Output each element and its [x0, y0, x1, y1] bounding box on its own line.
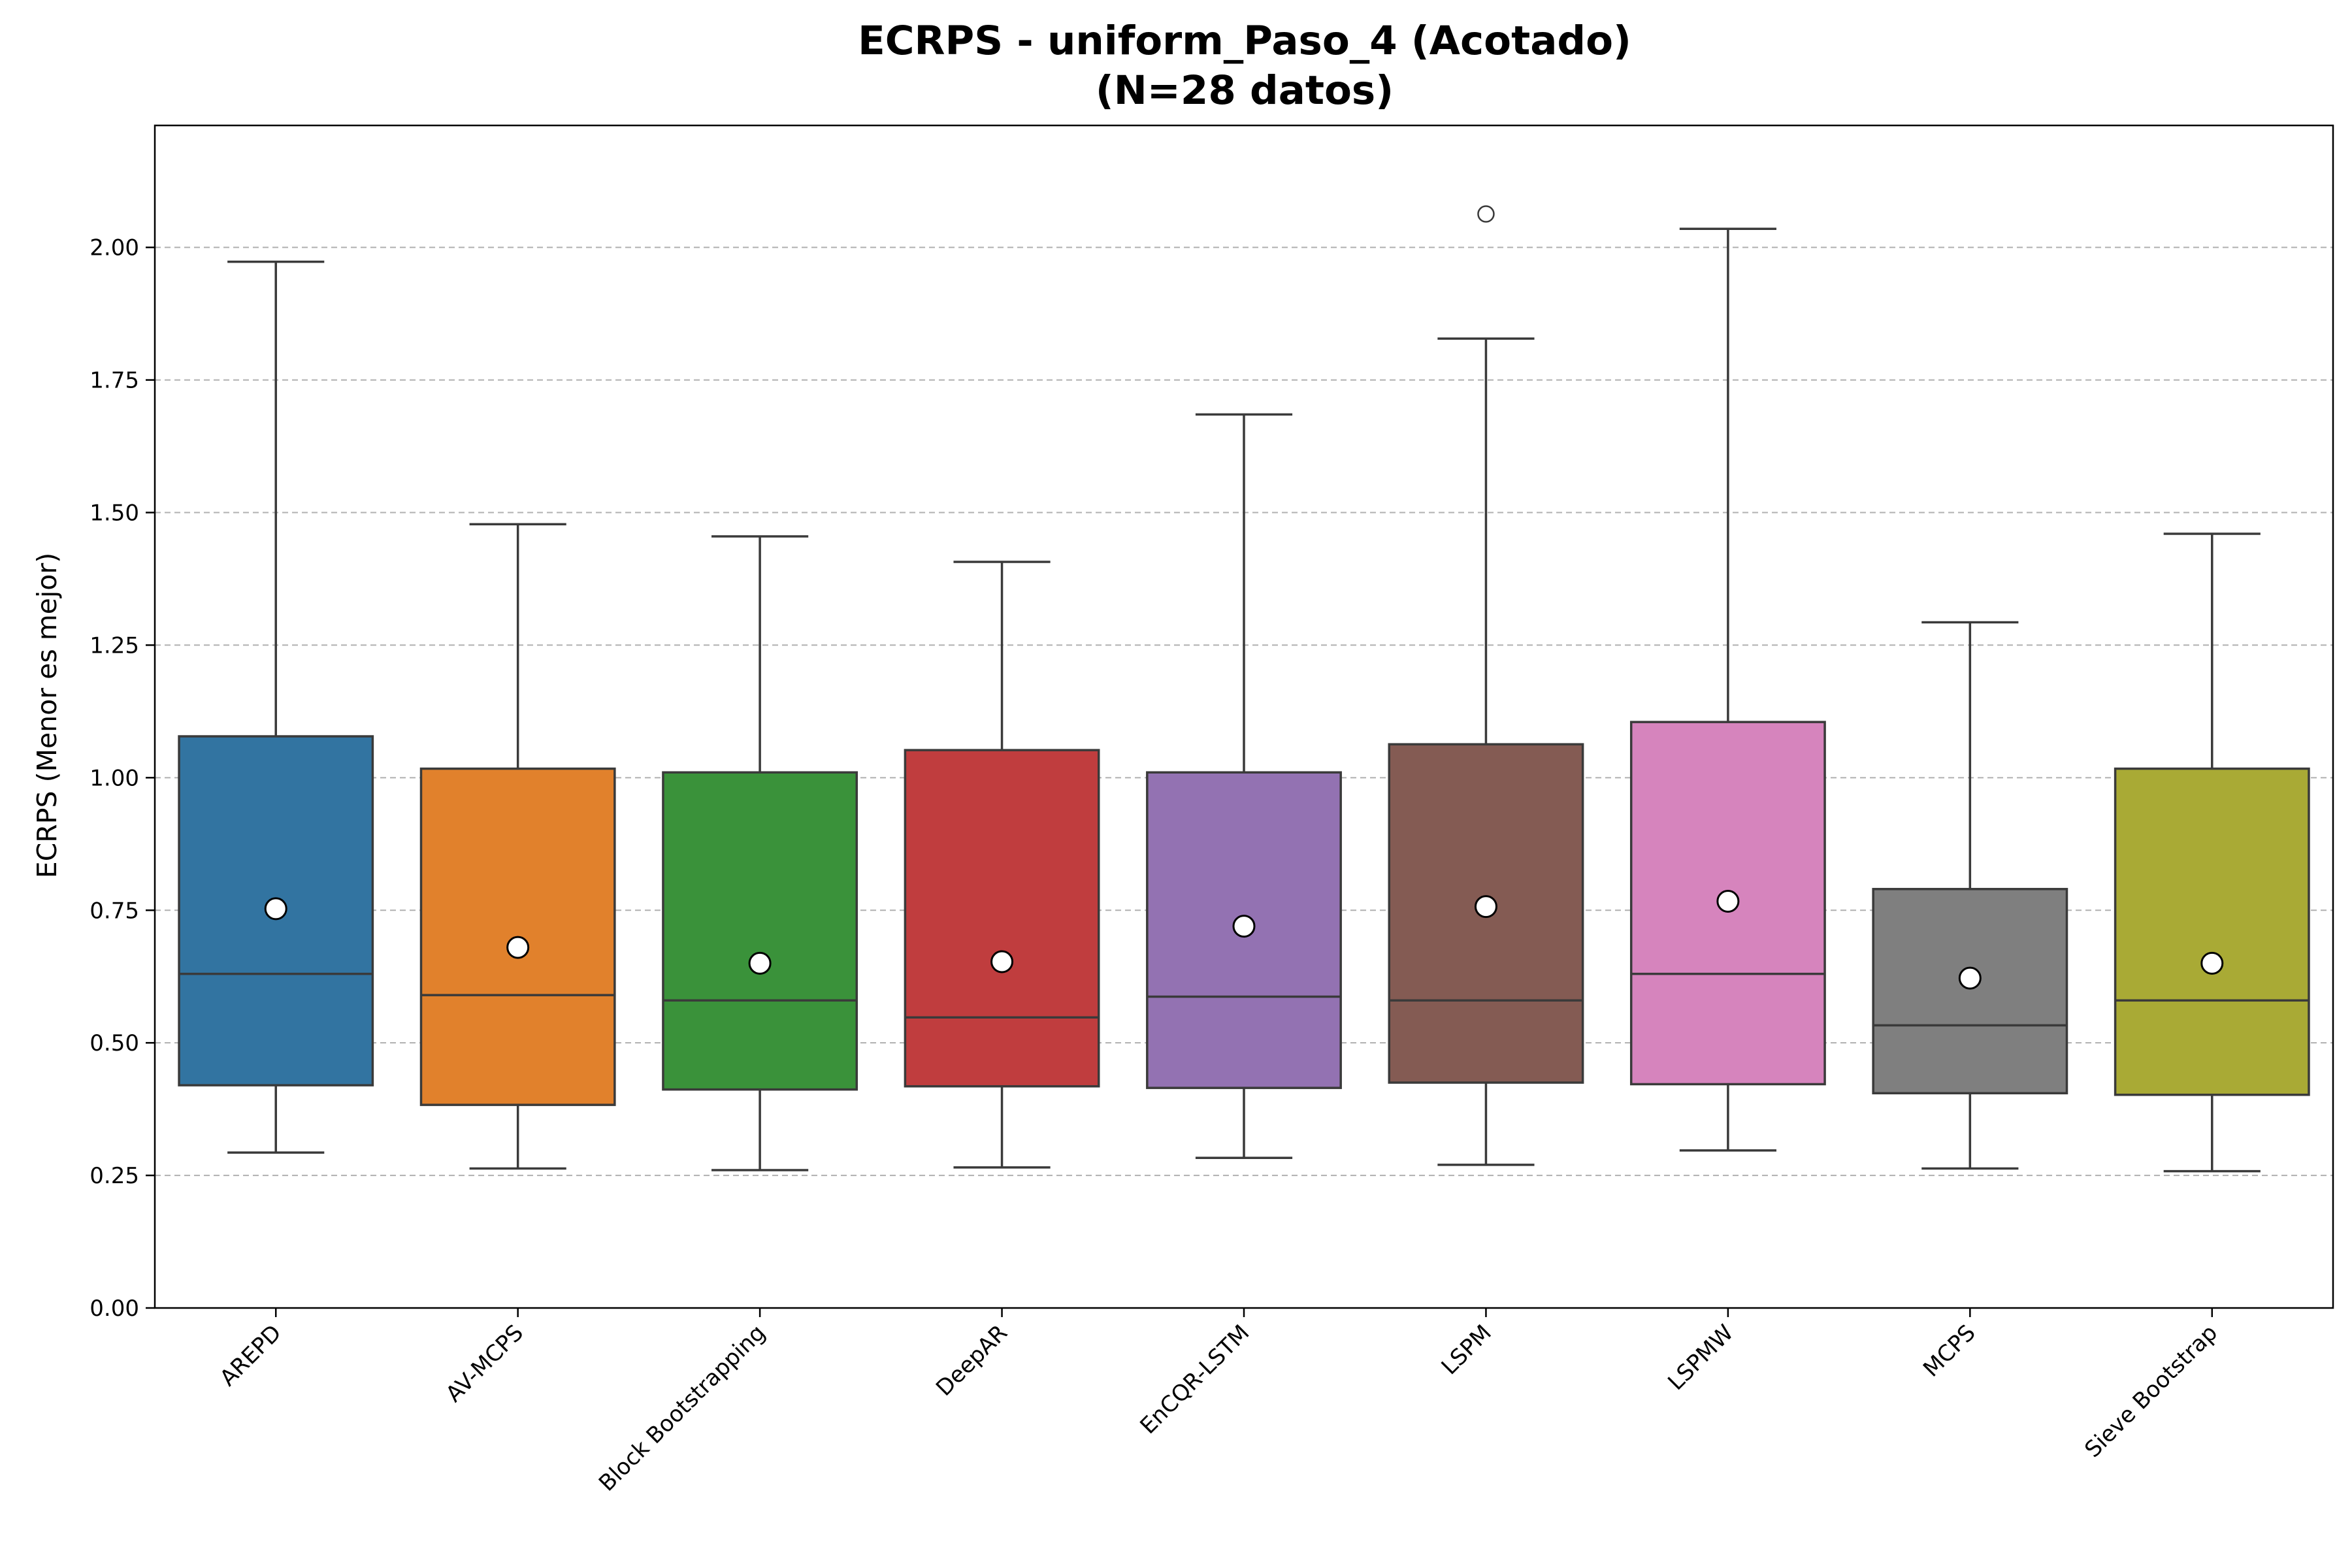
chart-title: ECRPS - uniform_Paso_4 (Acotado) — [858, 18, 1631, 64]
x-tick-label: Block Bootstrapping — [594, 1320, 771, 1497]
iqr-box — [662, 771, 858, 1091]
y-axis-label: ECRPS (Menor es mejor) — [31, 553, 63, 878]
iqr-box — [2114, 767, 2310, 1096]
iqr-box — [1872, 888, 2068, 1095]
y-tick-label: 0.50 — [90, 1030, 139, 1056]
x-tick-label: LSPM — [1437, 1320, 1497, 1380]
box-mcps — [1872, 621, 2068, 1170]
mean-marker — [2200, 951, 2224, 975]
x-tick-label: EnCQR-LSTM — [1135, 1320, 1254, 1439]
x-tick-label: LSPMW — [1663, 1320, 1739, 1396]
mean-marker — [1232, 915, 1256, 938]
box-lspmw — [1629, 227, 1826, 1152]
box-deepar — [904, 561, 1100, 1169]
y-tick-label: 0.75 — [90, 898, 139, 924]
x-tick-label: AREPD — [215, 1320, 287, 1392]
mean-marker — [990, 950, 1014, 973]
y-tick-label: 1.75 — [90, 368, 139, 394]
box-arepd — [178, 260, 374, 1154]
y-tick-label: 1.25 — [90, 632, 139, 659]
mean-marker — [748, 951, 772, 975]
box-av-mcps — [419, 523, 616, 1170]
mean-marker — [506, 936, 530, 959]
x-tick-label: MCPS — [1918, 1320, 1981, 1382]
x-tick-label: AV-MCPS — [441, 1320, 529, 1407]
mean-marker — [1958, 966, 1982, 990]
iqr-box — [904, 749, 1100, 1088]
y-axis: 0.00 0.25 0.50 0.75 1.00 1.25 1.50 1.75 2.00 — [90, 235, 155, 1322]
x-tick-label: Sieve Bootstrap — [2080, 1320, 2223, 1463]
box-sieve-bootstrap — [2114, 532, 2310, 1173]
y-tick-label: 2.00 — [90, 235, 139, 261]
mean-marker — [264, 897, 287, 921]
chart-subtitle: (N=28 datos) — [1096, 67, 1394, 114]
y-tick-label: 1.50 — [90, 500, 139, 527]
mean-marker — [1474, 895, 1497, 919]
box-encqr-lstm — [1146, 413, 1342, 1160]
box-plots — [178, 205, 2310, 1173]
box-lspm — [1388, 205, 1584, 1166]
box-block-bootstrapping — [662, 535, 858, 1171]
y-tick-label: 0.00 — [90, 1296, 139, 1322]
outlier-point — [1477, 205, 1495, 223]
mean-marker — [1716, 889, 1740, 913]
x-axis: AREPD AV-MCPS Block Bootstrapping DeepAR EnC… — [215, 1308, 2223, 1497]
y-tick-label: 1.00 — [90, 765, 139, 791]
y-tick-label: 0.25 — [90, 1163, 139, 1189]
x-tick-label: DeepAR — [931, 1320, 1013, 1401]
